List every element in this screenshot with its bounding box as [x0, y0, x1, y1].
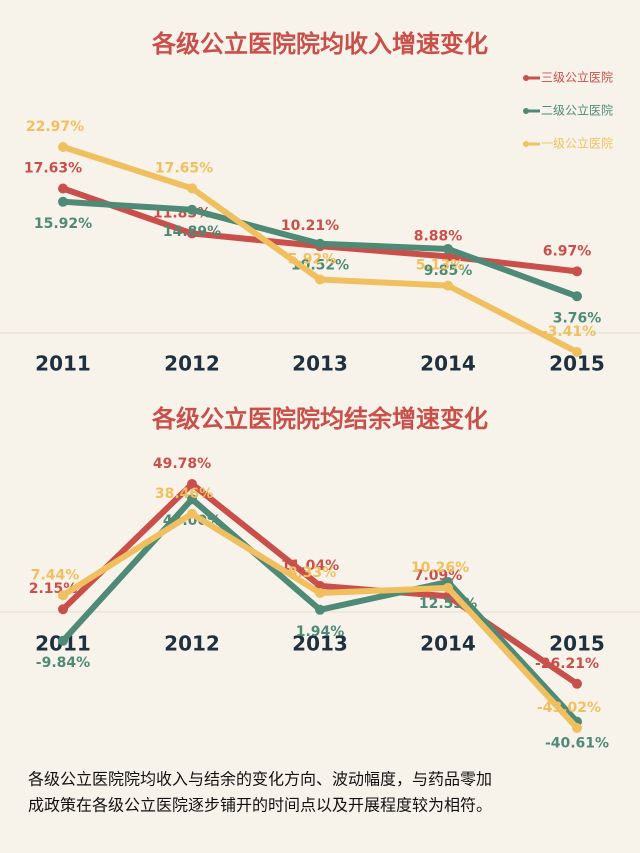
data-point — [58, 635, 68, 646]
x-tick-label: 2015 — [549, 632, 605, 656]
data-point — [572, 266, 582, 277]
data-label: 11.04% — [281, 558, 339, 574]
legend-swatch — [523, 141, 529, 147]
data-point — [187, 204, 197, 215]
data-label: 9.85% — [424, 263, 473, 279]
data-point — [187, 508, 197, 519]
legend-swatch — [523, 108, 529, 114]
caption-line: 成政策在各级公立医院逐步铺开的时间点以及开展程度较为相符。 — [28, 796, 492, 815]
data-label: -9.84% — [36, 655, 90, 671]
x-tick-label: 2012 — [164, 632, 220, 656]
data-label: -26.21% — [535, 656, 599, 672]
data-point — [443, 251, 453, 262]
legend-label: 一级公立医院 — [541, 136, 613, 151]
data-point — [58, 590, 68, 601]
data-point — [572, 678, 582, 689]
x-tick-label: 2011 — [35, 352, 91, 376]
data-label: 38.46% — [155, 486, 213, 502]
data-point — [443, 582, 453, 593]
data-point — [443, 280, 453, 291]
data-label: 17.63% — [24, 160, 82, 176]
data-point — [315, 238, 325, 249]
data-label: 17.65% — [155, 160, 213, 176]
data-point — [315, 604, 325, 615]
data-point — [187, 494, 197, 505]
data-label: 3.76% — [553, 310, 602, 326]
data-label: 5.13% — [416, 258, 465, 274]
legend-swatch — [523, 75, 529, 81]
data-label: 1.94% — [296, 624, 345, 640]
data-point — [315, 274, 325, 285]
chart-title: 各级公立医院院均收入增速变化 — [151, 30, 488, 58]
data-point — [315, 587, 325, 598]
data-point — [58, 196, 68, 207]
data-point — [187, 479, 197, 489]
x-tick-label: 2014 — [420, 632, 476, 656]
data-point — [572, 291, 582, 302]
x-tick-label: 2012 — [164, 352, 220, 376]
data-label: 8.88% — [414, 228, 463, 244]
data-point — [443, 243, 453, 254]
data-point — [187, 228, 197, 239]
data-label: 22.97% — [26, 119, 84, 135]
x-tick-label: 2013 — [292, 352, 348, 376]
x-tick-label: 2014 — [420, 352, 476, 376]
data-label: -3.41% — [542, 324, 596, 340]
data-label: 15.92% — [34, 216, 92, 232]
data-label: -43.02% — [537, 700, 601, 716]
data-point — [572, 723, 582, 733]
data-point — [58, 183, 68, 194]
chart-title: 各级公立医院院均结余增速变化 — [151, 405, 488, 433]
data-label: 10.26% — [411, 560, 469, 576]
x-tick-label: 2013 — [292, 632, 348, 656]
caption-line: 各级公立医院院均收入与结余的变化方向、波动幅度，与药品零加 — [28, 770, 492, 789]
data-point — [187, 183, 197, 194]
data-label: -40.61% — [545, 736, 609, 752]
data-label: 5.92% — [288, 251, 337, 267]
data-point — [58, 604, 68, 615]
data-label: 14.89% — [163, 224, 221, 240]
data-label: 7.44% — [31, 567, 80, 583]
legend-label: 三级公立医院 — [541, 70, 613, 85]
data-label: 6.97% — [543, 243, 592, 259]
data-label: 10.21% — [281, 218, 339, 234]
data-point — [572, 347, 582, 357]
legend-label: 二级公立医院 — [541, 103, 613, 118]
data-label: 8.33% — [288, 565, 337, 581]
data-label: 49.78% — [153, 456, 211, 472]
data-point — [58, 142, 68, 152]
